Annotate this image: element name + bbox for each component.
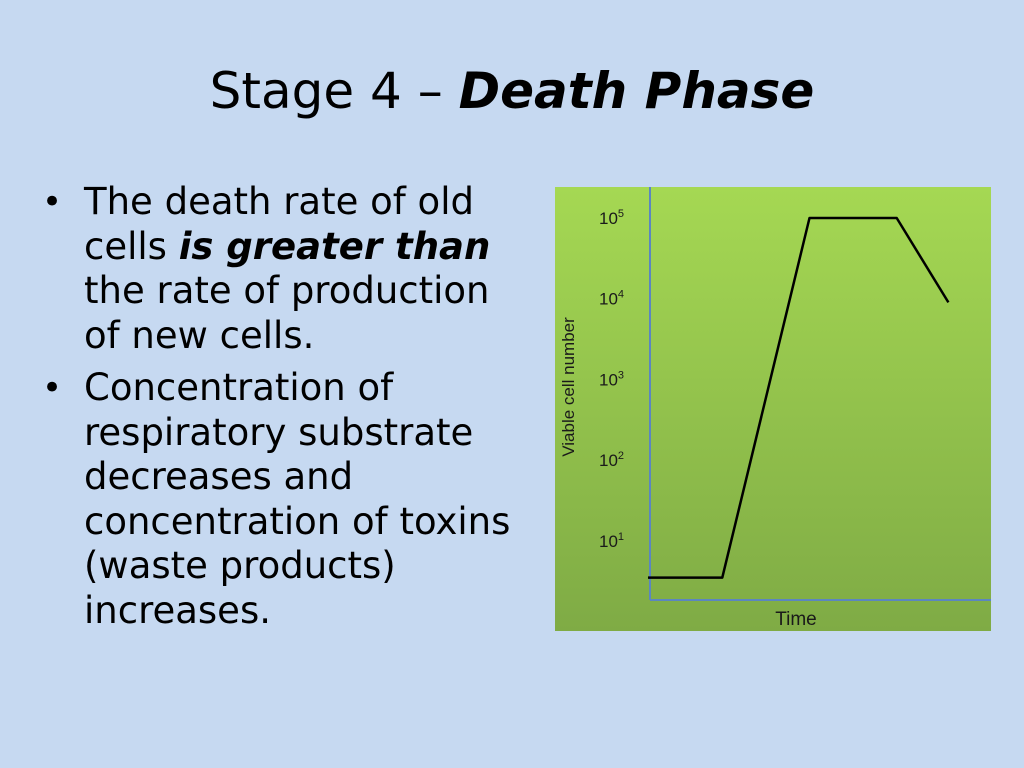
title-emphasis: Death Phase (458, 62, 815, 120)
y-tick-label-1: 101 (599, 531, 624, 551)
bullet-concentration: Concentration of respiratory substrate d… (42, 366, 532, 633)
y-tick-label-2: 102 (599, 450, 624, 470)
bullet-list: The death rate of old cells is greater t… (42, 180, 532, 641)
plot-area: 101 102 103 104 105 Time Viable cell number (559, 187, 991, 630)
y-axis-label: Viable cell number (559, 317, 578, 457)
title-prefix: Stage 4 – (209, 62, 459, 120)
chart-background (555, 187, 991, 631)
y-tick-label-5: 105 (599, 208, 624, 228)
growth-curve-chart: 101 102 103 104 105 Time Viable cell number (555, 187, 991, 631)
slide-title: Stage 4 – Death Phase (0, 62, 1024, 120)
x-axis-label: Time (775, 609, 817, 630)
bullet-1-before: The death rate of old cells (84, 180, 474, 268)
y-tick-label-3: 103 (599, 369, 624, 389)
bullet-death-rate: The death rate of old cells is greater t… (42, 180, 532, 358)
y-tick-label-4: 104 (599, 289, 624, 309)
bullet-1-after: the rate of production of new cells. (84, 269, 490, 357)
bullet-2-text: Concentration of respiratory substrate d… (84, 366, 511, 632)
bullet-1-emphasis: is greater than (178, 224, 491, 268)
